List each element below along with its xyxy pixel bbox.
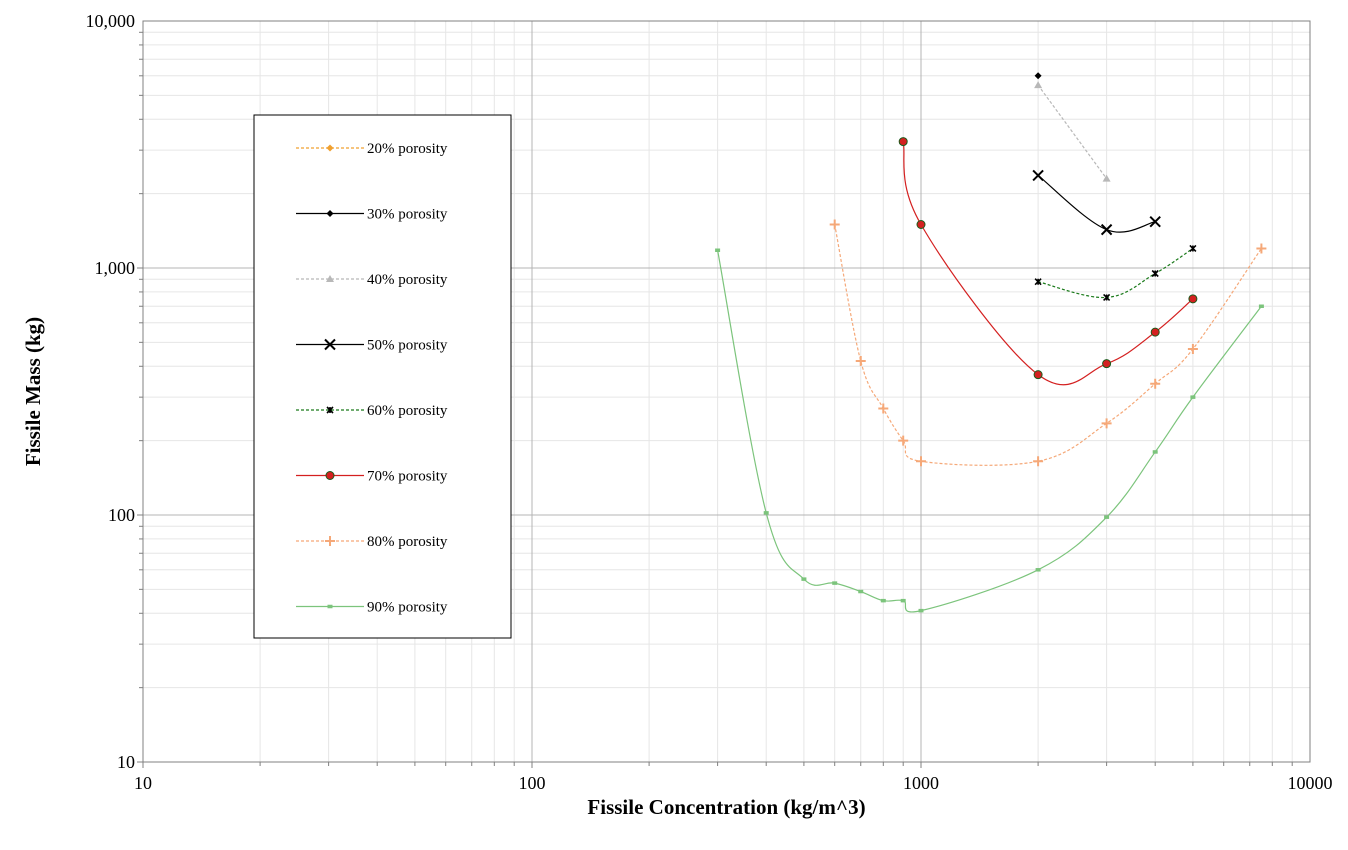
- data-point-marker: [325, 471, 335, 480]
- series-line: [1037, 247, 1194, 299]
- legend-label: 80% porosity: [367, 534, 448, 550]
- data-point-marker: [1034, 81, 1043, 89]
- data-point-marker: [801, 577, 807, 581]
- x-axis-title: Fissile Concentration (kg/m^3): [587, 795, 865, 819]
- data-point-marker: [326, 406, 334, 414]
- legend: 20% porosity 30% porosity 40% porosity 50% …: [253, 114, 512, 639]
- legend-entry: 40% porosity: [296, 272, 448, 288]
- series-70-porosity: [898, 137, 1198, 386]
- data-point-marker: [916, 456, 926, 467]
- series-30-porosity: [1034, 72, 1042, 80]
- legend-label: 20% porosity: [367, 141, 448, 157]
- data-point-marker: [916, 220, 926, 230]
- data-point-marker: [1256, 243, 1267, 254]
- data-point-marker: [326, 144, 334, 152]
- data-point-marker: [1149, 215, 1161, 228]
- data-point-marker: [1187, 343, 1198, 354]
- data-point-marker: [1190, 395, 1196, 399]
- series-line: [717, 250, 1262, 613]
- data-point-marker: [1100, 223, 1113, 236]
- data-point-marker: [858, 589, 864, 594]
- data-point-marker: [327, 604, 333, 609]
- legend-box: [253, 114, 512, 639]
- data-point-marker: [1034, 278, 1042, 286]
- data-point-marker: [829, 219, 840, 230]
- data-point-marker: [326, 275, 334, 282]
- data-point-marker: [1104, 515, 1110, 519]
- legend-label: 90% porosity: [367, 600, 448, 616]
- data-point-marker: [1189, 244, 1197, 253]
- data-point-marker: [1035, 568, 1041, 572]
- legend-label: 50% porosity: [367, 338, 448, 354]
- axis-ticks: 10 100 1000 10000 10 100 1,000 10,000: [86, 11, 1333, 793]
- data-point-marker: [1101, 418, 1112, 429]
- series-80-porosity: [829, 219, 1267, 467]
- data-point-marker: [326, 210, 334, 217]
- legend-entry: 70% porosity: [296, 469, 448, 485]
- data-point-marker: [1032, 169, 1044, 182]
- data-point-marker: [1258, 304, 1264, 309]
- data-point-marker: [763, 511, 769, 515]
- data-point-marker: [1033, 370, 1043, 380]
- x-tick-label: 1000: [903, 773, 939, 793]
- series-60-porosity: [1034, 244, 1197, 302]
- data-point-marker: [1188, 294, 1198, 304]
- y-tick-label: 10,000: [86, 11, 136, 31]
- data-point-marker: [1102, 359, 1112, 369]
- data-point-marker: [855, 356, 866, 367]
- legend-entry: 20% porosity: [296, 141, 448, 157]
- data-point-marker: [1150, 327, 1160, 337]
- data-point-marker: [1152, 450, 1158, 454]
- legend-entry: 50% porosity: [296, 338, 448, 354]
- data-point-marker: [1103, 293, 1111, 302]
- data-point-marker: [325, 536, 335, 546]
- data-point-marker: [898, 137, 908, 147]
- series-line: [834, 224, 1262, 466]
- series-40-porosity: [1034, 81, 1111, 182]
- data-point-marker: [898, 435, 909, 446]
- legend-entry: 60% porosity: [296, 403, 448, 419]
- data-point-marker: [878, 403, 889, 414]
- legend-label: 40% porosity: [367, 272, 448, 288]
- series-90-porosity: [715, 248, 1264, 613]
- series-layer: [715, 72, 1267, 613]
- data-point-marker: [324, 338, 336, 351]
- legend-entry: 80% porosity: [296, 534, 448, 550]
- data-point-marker: [1033, 456, 1044, 467]
- y-tick-label: 100: [108, 505, 135, 525]
- data-point-marker: [1034, 72, 1042, 80]
- data-point-marker: [900, 598, 906, 603]
- data-point-marker: [1102, 174, 1111, 182]
- legend-label: 60% porosity: [367, 403, 448, 419]
- series-line: [1037, 174, 1156, 233]
- plot-area-frame: [142, 20, 1311, 763]
- y-tick-label: 10: [117, 752, 135, 772]
- x-tick-label: 10: [134, 773, 152, 793]
- data-point-marker: [1150, 378, 1161, 389]
- x-tick-label: 100: [519, 773, 546, 793]
- data-point-marker: [715, 248, 721, 252]
- legend-entry: 30% porosity: [296, 207, 448, 223]
- series-line: [902, 141, 1194, 386]
- data-point-marker: [832, 581, 838, 585]
- y-axis-title: Fissile Mass (kg): [21, 317, 45, 466]
- series-line: [1037, 84, 1108, 180]
- x-tick-label: 10000: [1288, 773, 1333, 793]
- legend-label: 70% porosity: [367, 469, 448, 485]
- legend-label: 30% porosity: [367, 207, 448, 223]
- legend-entry: 90% porosity: [296, 600, 448, 616]
- data-point-marker: [880, 598, 886, 603]
- data-point-marker: [1151, 269, 1159, 278]
- data-point-marker: [918, 608, 924, 613]
- series-50-porosity: [1032, 169, 1161, 236]
- y-tick-label: 1,000: [95, 258, 136, 278]
